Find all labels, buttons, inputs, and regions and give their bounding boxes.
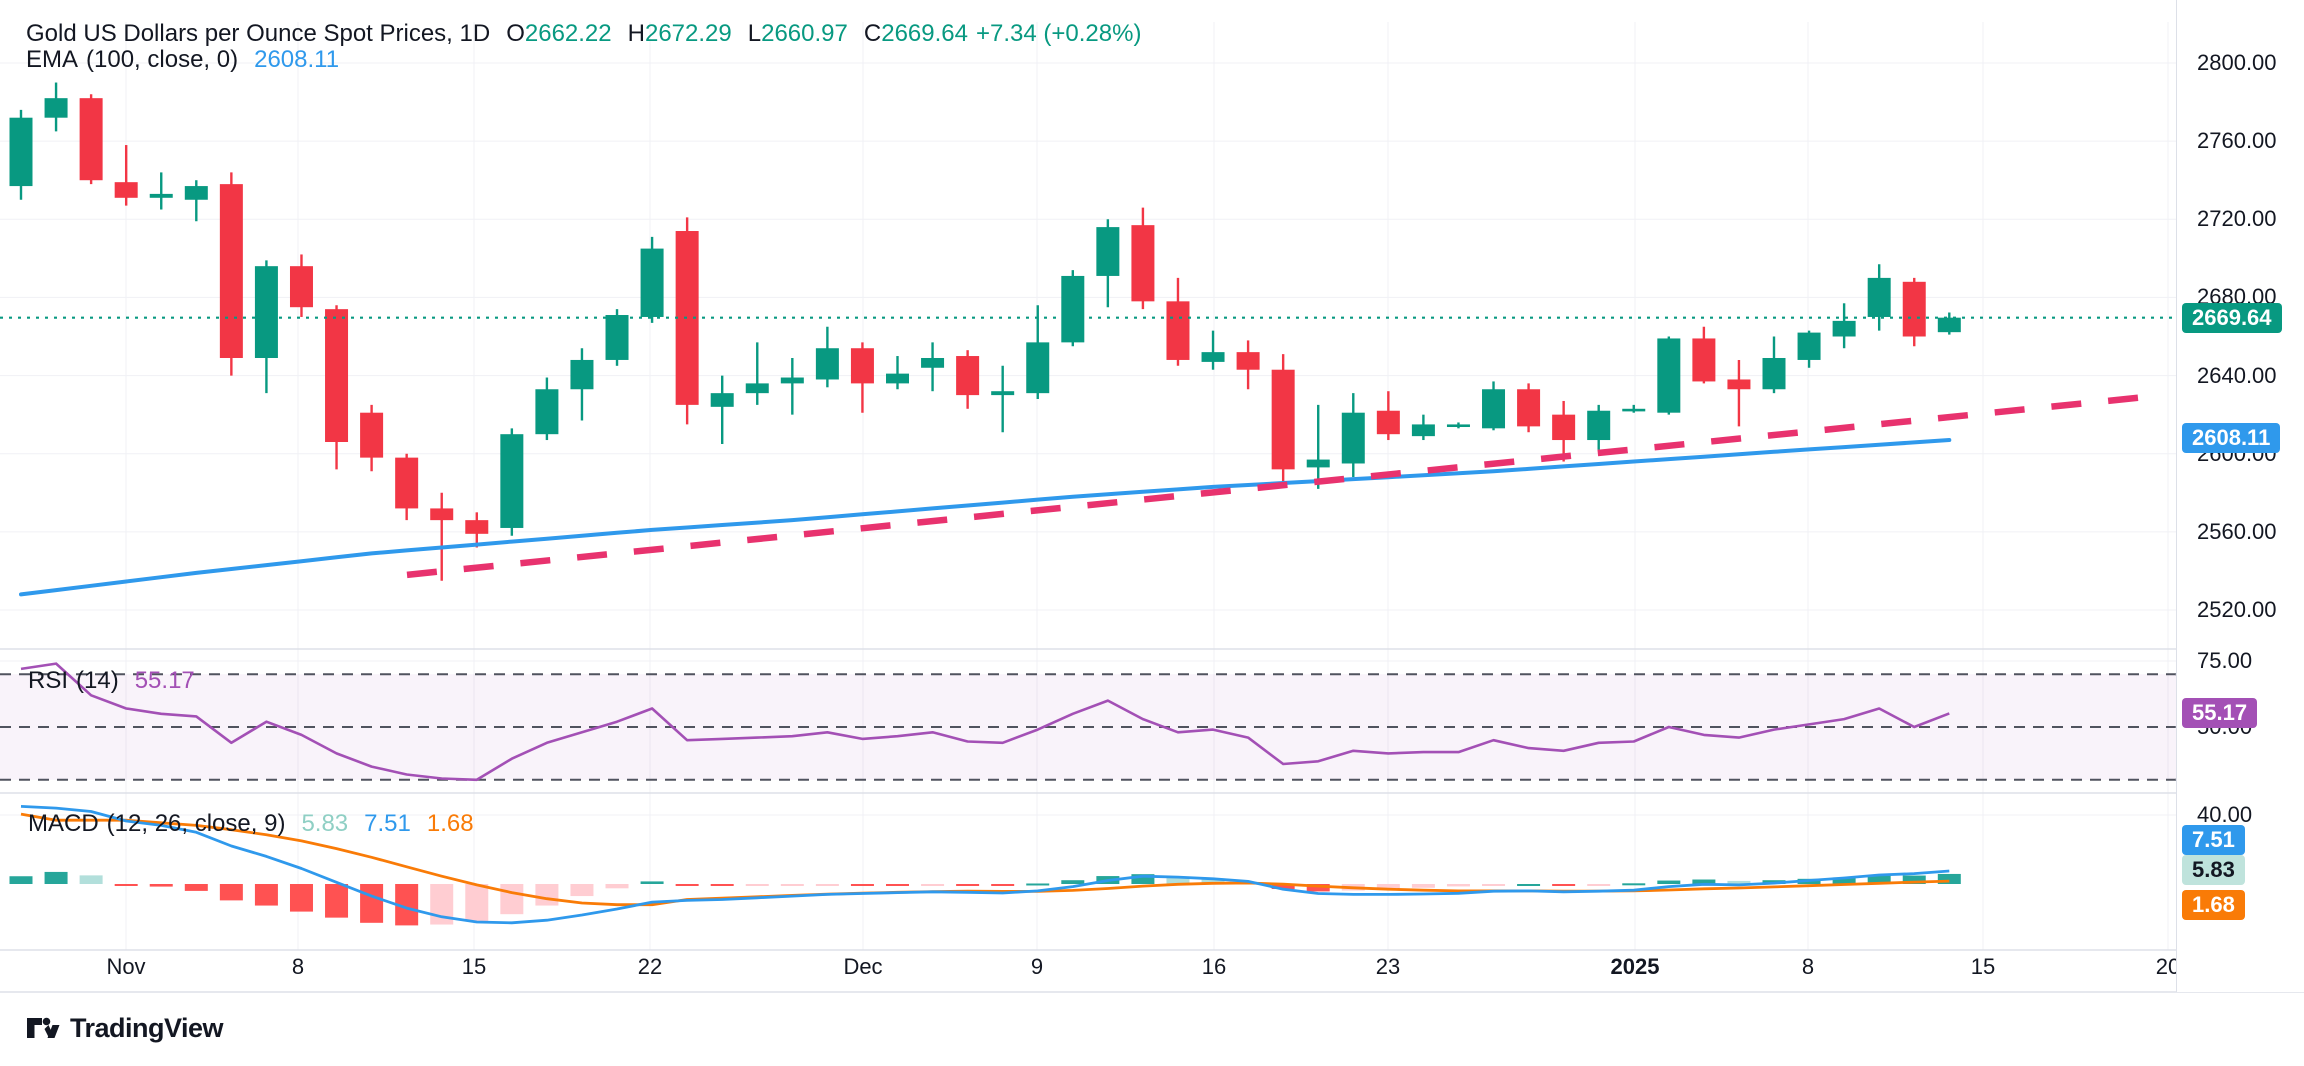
price-axis-label: 2760.00	[2197, 128, 2277, 154]
price-axis-label: 2640.00	[2197, 362, 2277, 388]
ema-name: EMA	[26, 46, 79, 73]
macd-axis-label: 40.00	[2197, 802, 2253, 827]
price-axis-label: 2800.00	[2197, 50, 2277, 75]
macd-line-value: 7.51	[364, 810, 411, 837]
time-axis-label: 16	[1201, 954, 1227, 979]
last-price-badge: 2669.64	[2182, 303, 2282, 333]
ohlc-close: C2669.64	[863, 20, 968, 47]
rsi-value-badge: 55.17	[2182, 698, 2258, 728]
time-axis-label: 23	[1375, 954, 1401, 979]
symbol-title[interactable]: Gold US Dollars per Ounce Spot Prices, 1…	[26, 20, 491, 47]
footer: TradingView	[26, 1012, 224, 1044]
time-axis-label: Nov	[106, 954, 146, 979]
rsi-axis-label: 75.00	[2197, 648, 2253, 673]
price-axis-label: 2560.00	[2197, 518, 2277, 544]
time-axis-label: 22	[637, 954, 663, 979]
macd-hist-value-badge: 5.83	[2182, 855, 2245, 885]
tradingview-brand[interactable]: TradingView	[70, 1012, 224, 1043]
price-axis-label: 2720.00	[2197, 206, 2277, 232]
time-axis-label: 9	[1030, 954, 1044, 979]
macd-hist-value: 5.83	[301, 810, 349, 837]
price-axis-label: 2520.00	[2197, 597, 2277, 622]
time-axis-label: 8	[291, 954, 305, 979]
time-axis[interactable]: Nov 8 15 22 Dec 9 16 23 2025 8 15 20	[0, 950, 2176, 986]
time-axis-label: 8	[1801, 954, 1815, 979]
macd-signal-value: 1.68	[426, 810, 474, 837]
time-axis-label: 2025	[1610, 954, 1660, 979]
tradingview-logo-icon[interactable]	[26, 1012, 60, 1044]
macd-legend[interactable]: MACD (12, 26, close, 9) 5.83 7.51 1.68	[28, 810, 474, 838]
time-axis-label: 15	[1970, 954, 1996, 979]
ema-legend[interactable]: EMA (100, close, 0) 2608.11	[26, 46, 339, 74]
change-value: +7.34 (+0.28%)	[975, 20, 1142, 47]
price-axis[interactable]: 2800.00 2760.00 2720.00 2680.00 2640.00 2600.…	[2176, 0, 2304, 992]
time-axis-label: 20	[2155, 954, 2176, 979]
rsi-value: 55.17	[134, 667, 195, 694]
macd-value-badge: 7.51	[2182, 825, 2245, 855]
time-axis-label: Dec	[843, 954, 883, 979]
macd-signal-value-badge: 1.68	[2182, 890, 2245, 920]
symbol-legend[interactable]: Gold US Dollars per Ounce Spot Prices, 1…	[26, 20, 1141, 48]
ema-params: (100, close, 0)	[86, 46, 239, 73]
rsi-legend[interactable]: RSI (14) 55.17	[28, 667, 195, 695]
ohlc-high: H2672.29	[627, 20, 732, 47]
ema-value-badge: 2608.11	[2182, 423, 2281, 453]
macd-name: MACD	[28, 810, 99, 837]
ema-value: 2608.11	[254, 46, 340, 73]
rsi-name: RSI	[28, 667, 69, 694]
time-axis-label: 15	[461, 954, 487, 979]
rsi-params: (14)	[76, 667, 119, 694]
ohlc-low: L2660.97	[747, 20, 848, 47]
macd-params: (12, 26, close, 9)	[106, 810, 286, 837]
ohlc-open: O2662.22	[506, 20, 612, 47]
